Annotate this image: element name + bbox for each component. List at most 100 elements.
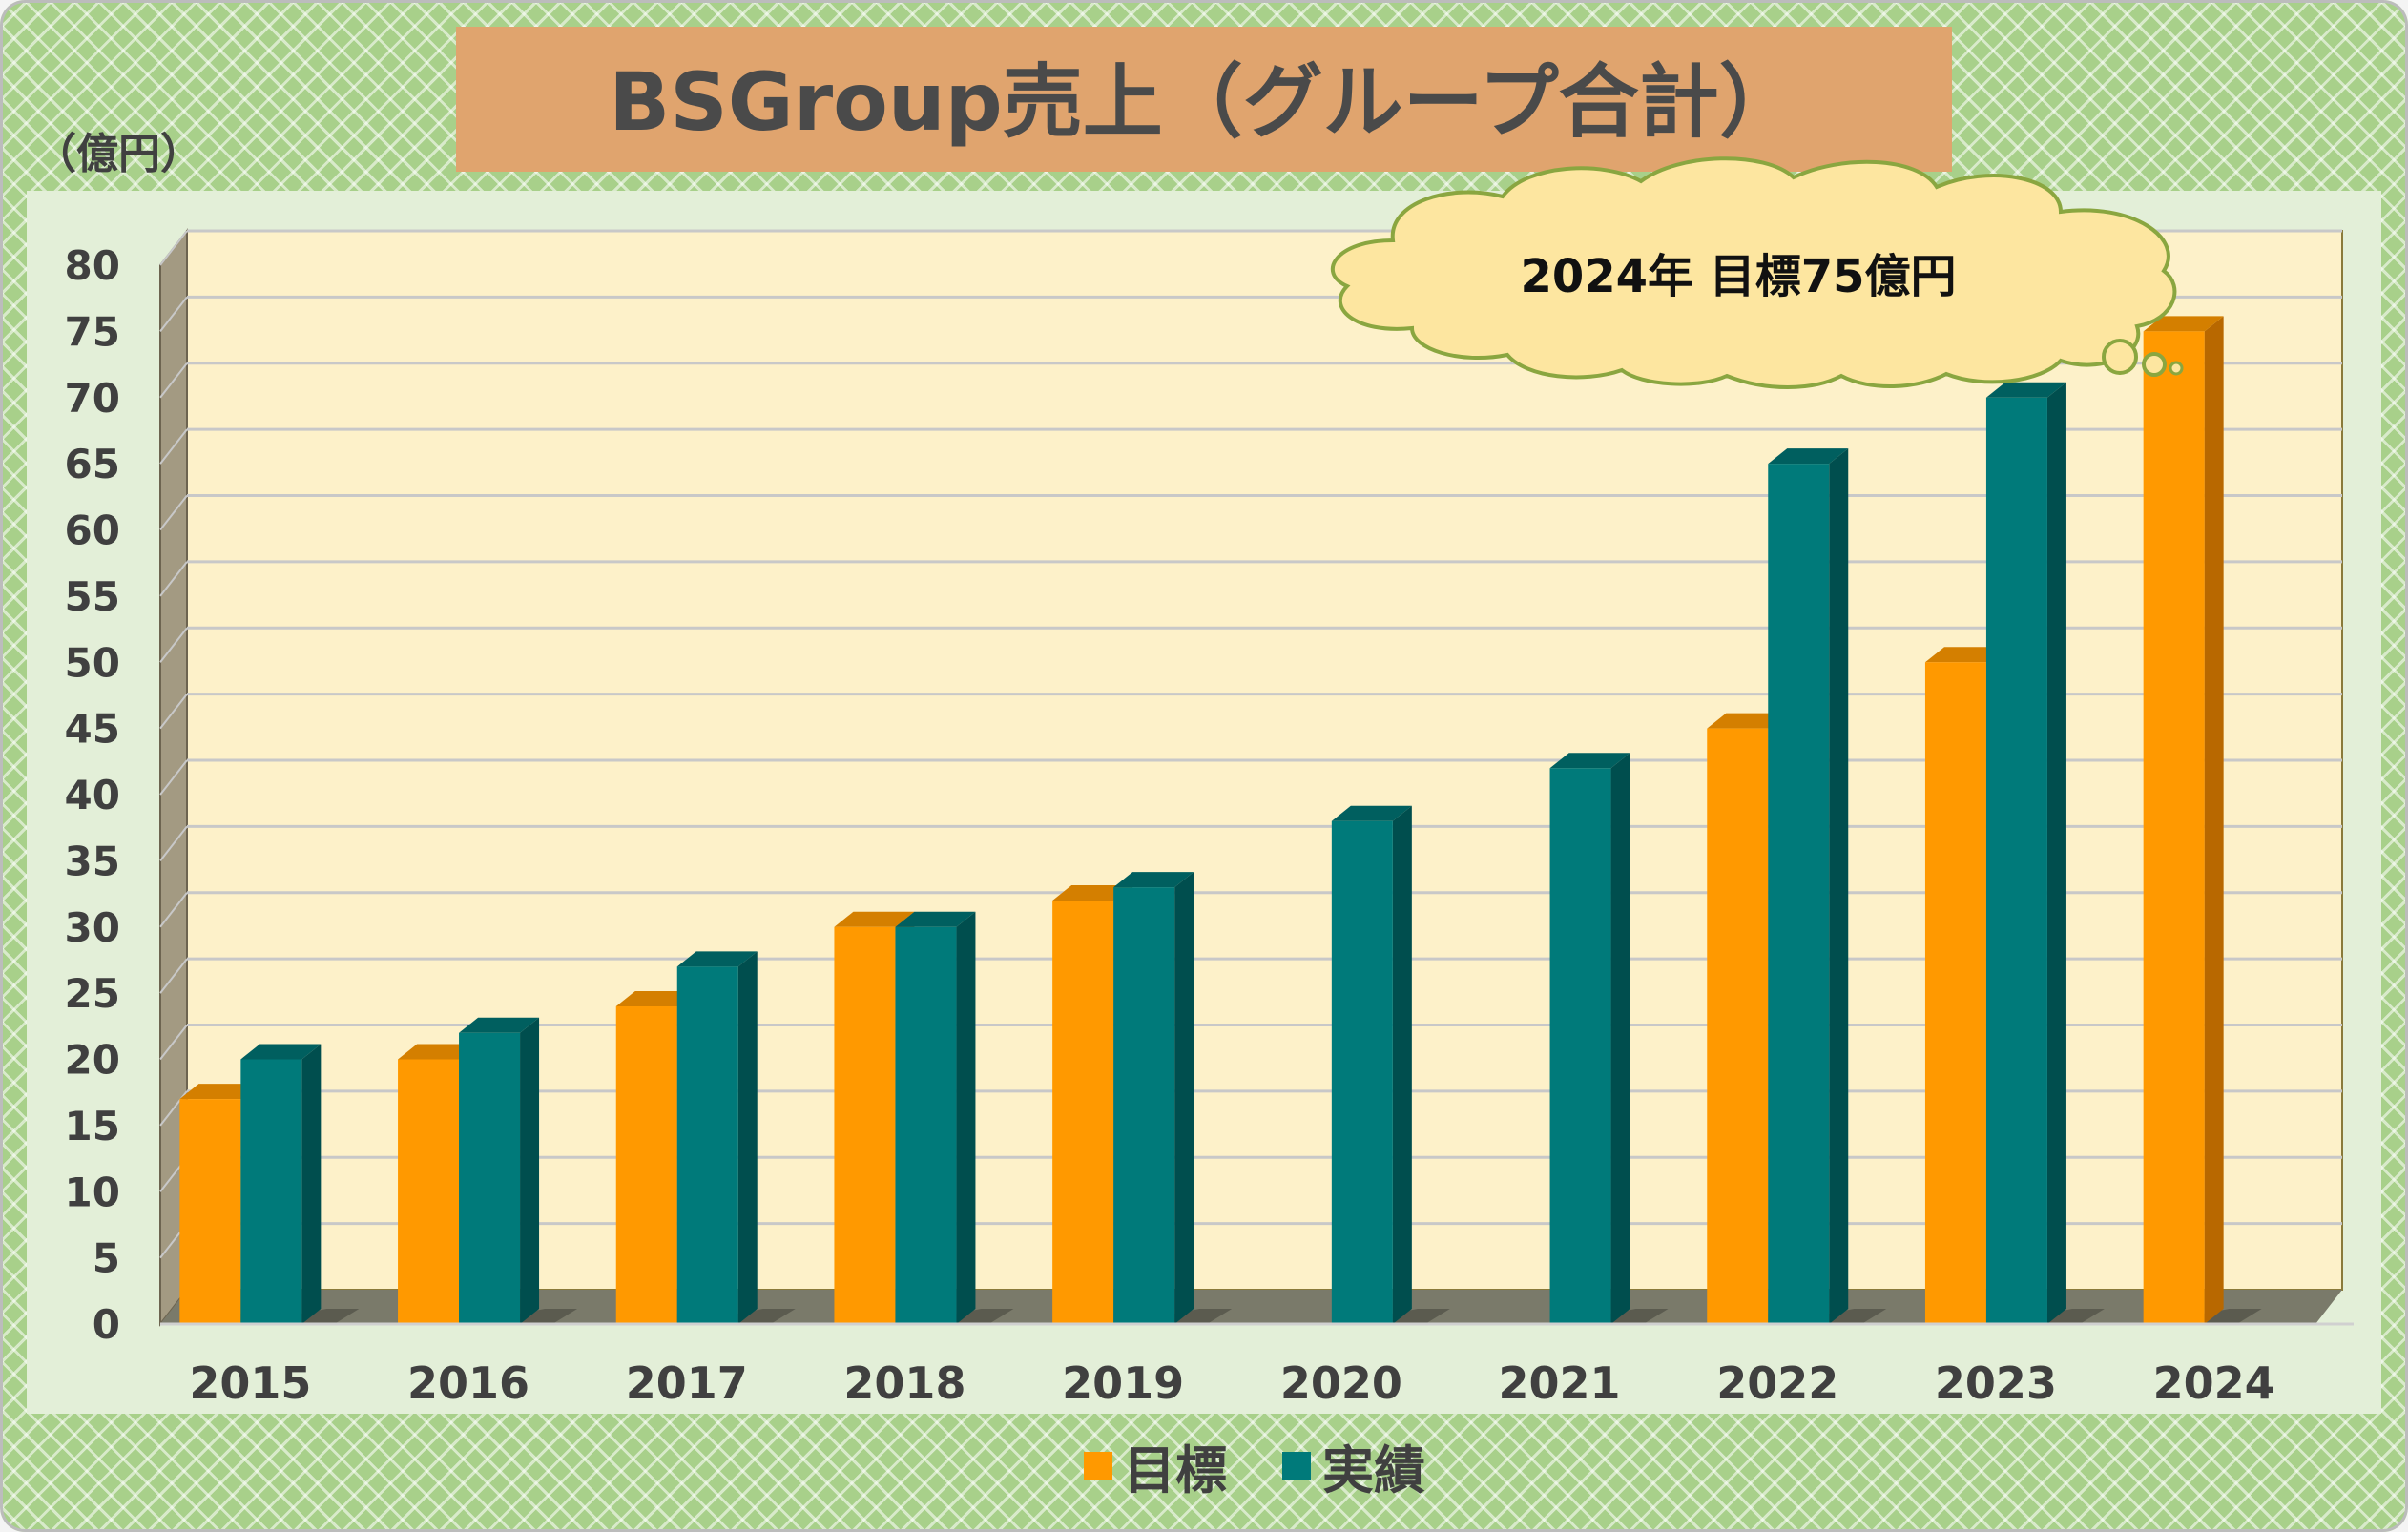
target-annotation-cloud: 2024年 目標75億円 [1330, 156, 2184, 389]
annotation-text: 2024年 目標75億円 [1520, 250, 1956, 303]
gridline-side [159, 1024, 188, 1061]
x-tick-label: 2022 [1716, 1357, 1838, 1409]
bar-actual-side [1610, 753, 1630, 1324]
bar-actual-side [1174, 872, 1194, 1324]
y-tick-label: 65 [65, 441, 120, 487]
bar-target [1707, 728, 1769, 1324]
y-tick-label: 25 [65, 970, 120, 1017]
bar-actual-top [240, 1044, 322, 1060]
bar-actual-top [1549, 753, 1630, 769]
x-tick-label: 2019 [1062, 1357, 1184, 1409]
bar-target-top [2143, 316, 2224, 332]
x-tick-label: 2024 [2153, 1357, 2275, 1409]
x-tick-label: 2016 [407, 1357, 529, 1409]
bar-actual [1549, 768, 1611, 1324]
bar-target [834, 926, 896, 1324]
bar-actual-top [895, 911, 976, 927]
y-tick-label: 50 [65, 639, 120, 686]
gridline-side [159, 561, 188, 597]
y-tick-label: 55 [65, 573, 120, 620]
bar-actual-side [1829, 448, 1849, 1324]
x-tick-label: 2015 [189, 1357, 311, 1409]
bar-actual-top [1331, 805, 1412, 821]
chart-layer: 0 5 10 15 20 25 30 35 40 45 50 55 60 65 70 75 80 2015 2016… [65, 228, 2354, 1409]
y-tick-label: 5 [93, 1235, 120, 1282]
legend-swatch-actual [1282, 1452, 1311, 1480]
title-banner [456, 27, 1952, 172]
chart-title: BSGroup売上（グループ合計） [609, 55, 1799, 149]
bar-target [179, 1099, 241, 1324]
x-tick-label: 2020 [1280, 1357, 1402, 1409]
legend: 目標 実績 [1084, 1440, 1425, 1501]
x-tick-label: 2017 [626, 1357, 748, 1409]
bar-target-top [1707, 713, 1788, 729]
gridline-side [159, 627, 188, 663]
bar-actual [459, 1032, 521, 1324]
bar-actual-side [737, 951, 758, 1324]
y-tick-label: 0 [93, 1301, 120, 1348]
bar-target [1052, 901, 1114, 1324]
y-tick-label: 80 [65, 242, 120, 289]
gridline-side [159, 825, 188, 861]
bar-actual [1985, 397, 2047, 1324]
gridline-side [159, 428, 188, 465]
bar-actual [240, 1059, 302, 1324]
bar-actual-top [1768, 448, 1849, 465]
x-tick-label: 2023 [1935, 1357, 2057, 1409]
bar-target [2143, 331, 2205, 1324]
bar-actual [895, 926, 957, 1324]
x-tick-label: 2021 [1499, 1357, 1621, 1409]
gridline-side [159, 296, 188, 332]
bar-target-top [1052, 885, 1133, 901]
legend-swatch-target [1084, 1452, 1112, 1480]
gridline-side [159, 362, 188, 399]
gridline-side [159, 694, 188, 730]
bar-actual-top [1985, 382, 2066, 398]
bar-actual-side [1392, 805, 1412, 1324]
bar-target-side [2204, 316, 2224, 1324]
bar-actual-top [676, 951, 758, 967]
bar-actual-top [459, 1017, 540, 1033]
y-tick-label: 40 [65, 772, 120, 818]
y-tick-label: 20 [65, 1037, 120, 1084]
bar-target-top [834, 911, 915, 927]
y-tick-label: 15 [65, 1103, 120, 1149]
y-tick-label: 30 [65, 904, 120, 951]
y-tick-label: 60 [65, 507, 120, 554]
y-axis-unit-label: （億円） [34, 130, 202, 178]
cloud-bubble-medium [2142, 352, 2167, 377]
y-tick-label: 75 [65, 308, 120, 355]
gridline-side [159, 892, 188, 928]
y-tick-label: 45 [65, 706, 120, 753]
x-tick-label: 2018 [843, 1357, 965, 1409]
bar-actual-side [2046, 382, 2066, 1324]
bar-target-top [398, 1044, 479, 1060]
legend-label-actual: 実績 [1322, 1440, 1425, 1501]
bar-actual-side [520, 1017, 540, 1324]
gridline-side [159, 230, 188, 266]
bar-target-top [179, 1084, 260, 1100]
bar-actual-top [1113, 872, 1194, 888]
bar-target [398, 1059, 460, 1324]
bar-actual-side [301, 1044, 322, 1324]
gridline-side [159, 759, 188, 796]
gridline-side [159, 958, 188, 994]
bar-actual-side [956, 911, 976, 1324]
y-tick-label: 10 [65, 1169, 120, 1215]
legend-label-target: 目標 [1124, 1440, 1227, 1501]
bar-target [615, 1006, 677, 1324]
cloud-bubble-small [2169, 361, 2184, 376]
y-tick-label: 35 [65, 838, 120, 884]
bar-actual [1768, 464, 1830, 1324]
bar-target [1924, 662, 1986, 1324]
y-tick-label: 70 [65, 375, 120, 422]
bar-target-top [615, 991, 696, 1006]
bar-actual [1331, 820, 1393, 1324]
cloud-bubble-large [2102, 339, 2138, 375]
bar-actual [1113, 887, 1175, 1324]
bar-actual [676, 966, 738, 1324]
gridline-side [159, 494, 188, 531]
bar-target-top [1924, 647, 2005, 663]
